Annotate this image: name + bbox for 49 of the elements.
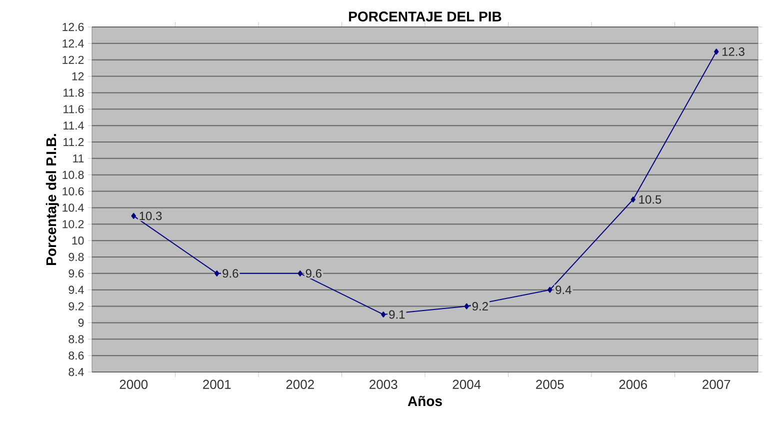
x-tick-label: 2002 [286, 380, 314, 390]
y-tick-label: 9.6 [68, 269, 84, 278]
y-tick-label: 11.6 [64, 105, 84, 114]
y-tick-label: 11.8 [64, 88, 84, 97]
x-tick-label: 2001 [203, 380, 231, 390]
y-tick-label: 10.8 [62, 170, 84, 179]
data-label: 9.1 [389, 310, 405, 319]
x-axis-title: Años [408, 396, 442, 406]
point [630, 196, 636, 202]
y-tick-label: 8.4 [68, 368, 84, 376]
x-tick-label: 2000 [120, 380, 148, 390]
x-tick-label: 2003 [370, 380, 398, 390]
point [214, 270, 220, 276]
chart-title: PORCENTAJE DEL PIB [349, 12, 502, 22]
y-tick-label: 12 [72, 72, 84, 80]
point [298, 270, 302, 276]
data-label: 9.6 [222, 269, 238, 278]
point [714, 48, 719, 55]
data-label: 9.4 [556, 286, 572, 294]
point [381, 312, 386, 318]
x-tick-label: 2006 [619, 380, 648, 390]
y-tick-label: 8.8 [68, 335, 84, 344]
y-tick-label: 12.2 [62, 56, 84, 64]
data-label: 10.3 [140, 212, 162, 220]
y-tick-label: 11.2 [64, 138, 84, 146]
y-tick-label: 9.8 [68, 252, 84, 262]
y-tick-label: 11.4 [64, 122, 84, 130]
data-label: 9.6 [306, 269, 322, 278]
point [464, 303, 469, 310]
y-tick-label: 12.4 [62, 39, 84, 48]
y-tick-label: 10 [72, 236, 84, 245]
x-tick-label: 2004 [452, 380, 481, 390]
y-tick-label: 9 [78, 318, 84, 327]
y-tick-label: 12.6 [62, 22, 84, 32]
y-tick-label: 11 [73, 154, 84, 162]
data-label: 9.2 [472, 302, 488, 311]
data-label: 10.5 [639, 195, 662, 204]
y-tick-label: 10.4 [62, 204, 84, 212]
x-tick-label: 2007 [702, 380, 730, 390]
point [548, 286, 552, 293]
y-tick-label: 9.2 [68, 302, 84, 310]
point [131, 212, 136, 219]
x-tick-label: 2005 [536, 380, 564, 390]
y-tick-label: 8.6 [68, 352, 84, 360]
y-axis-title: Porcentaje del P.I.B. [46, 134, 59, 265]
y-tick-label: 10.6 [62, 187, 84, 196]
data-label: 12.3 [722, 47, 744, 56]
y-tick-label: 10.2 [62, 220, 84, 228]
y-tick-label: 9.4 [68, 286, 84, 294]
